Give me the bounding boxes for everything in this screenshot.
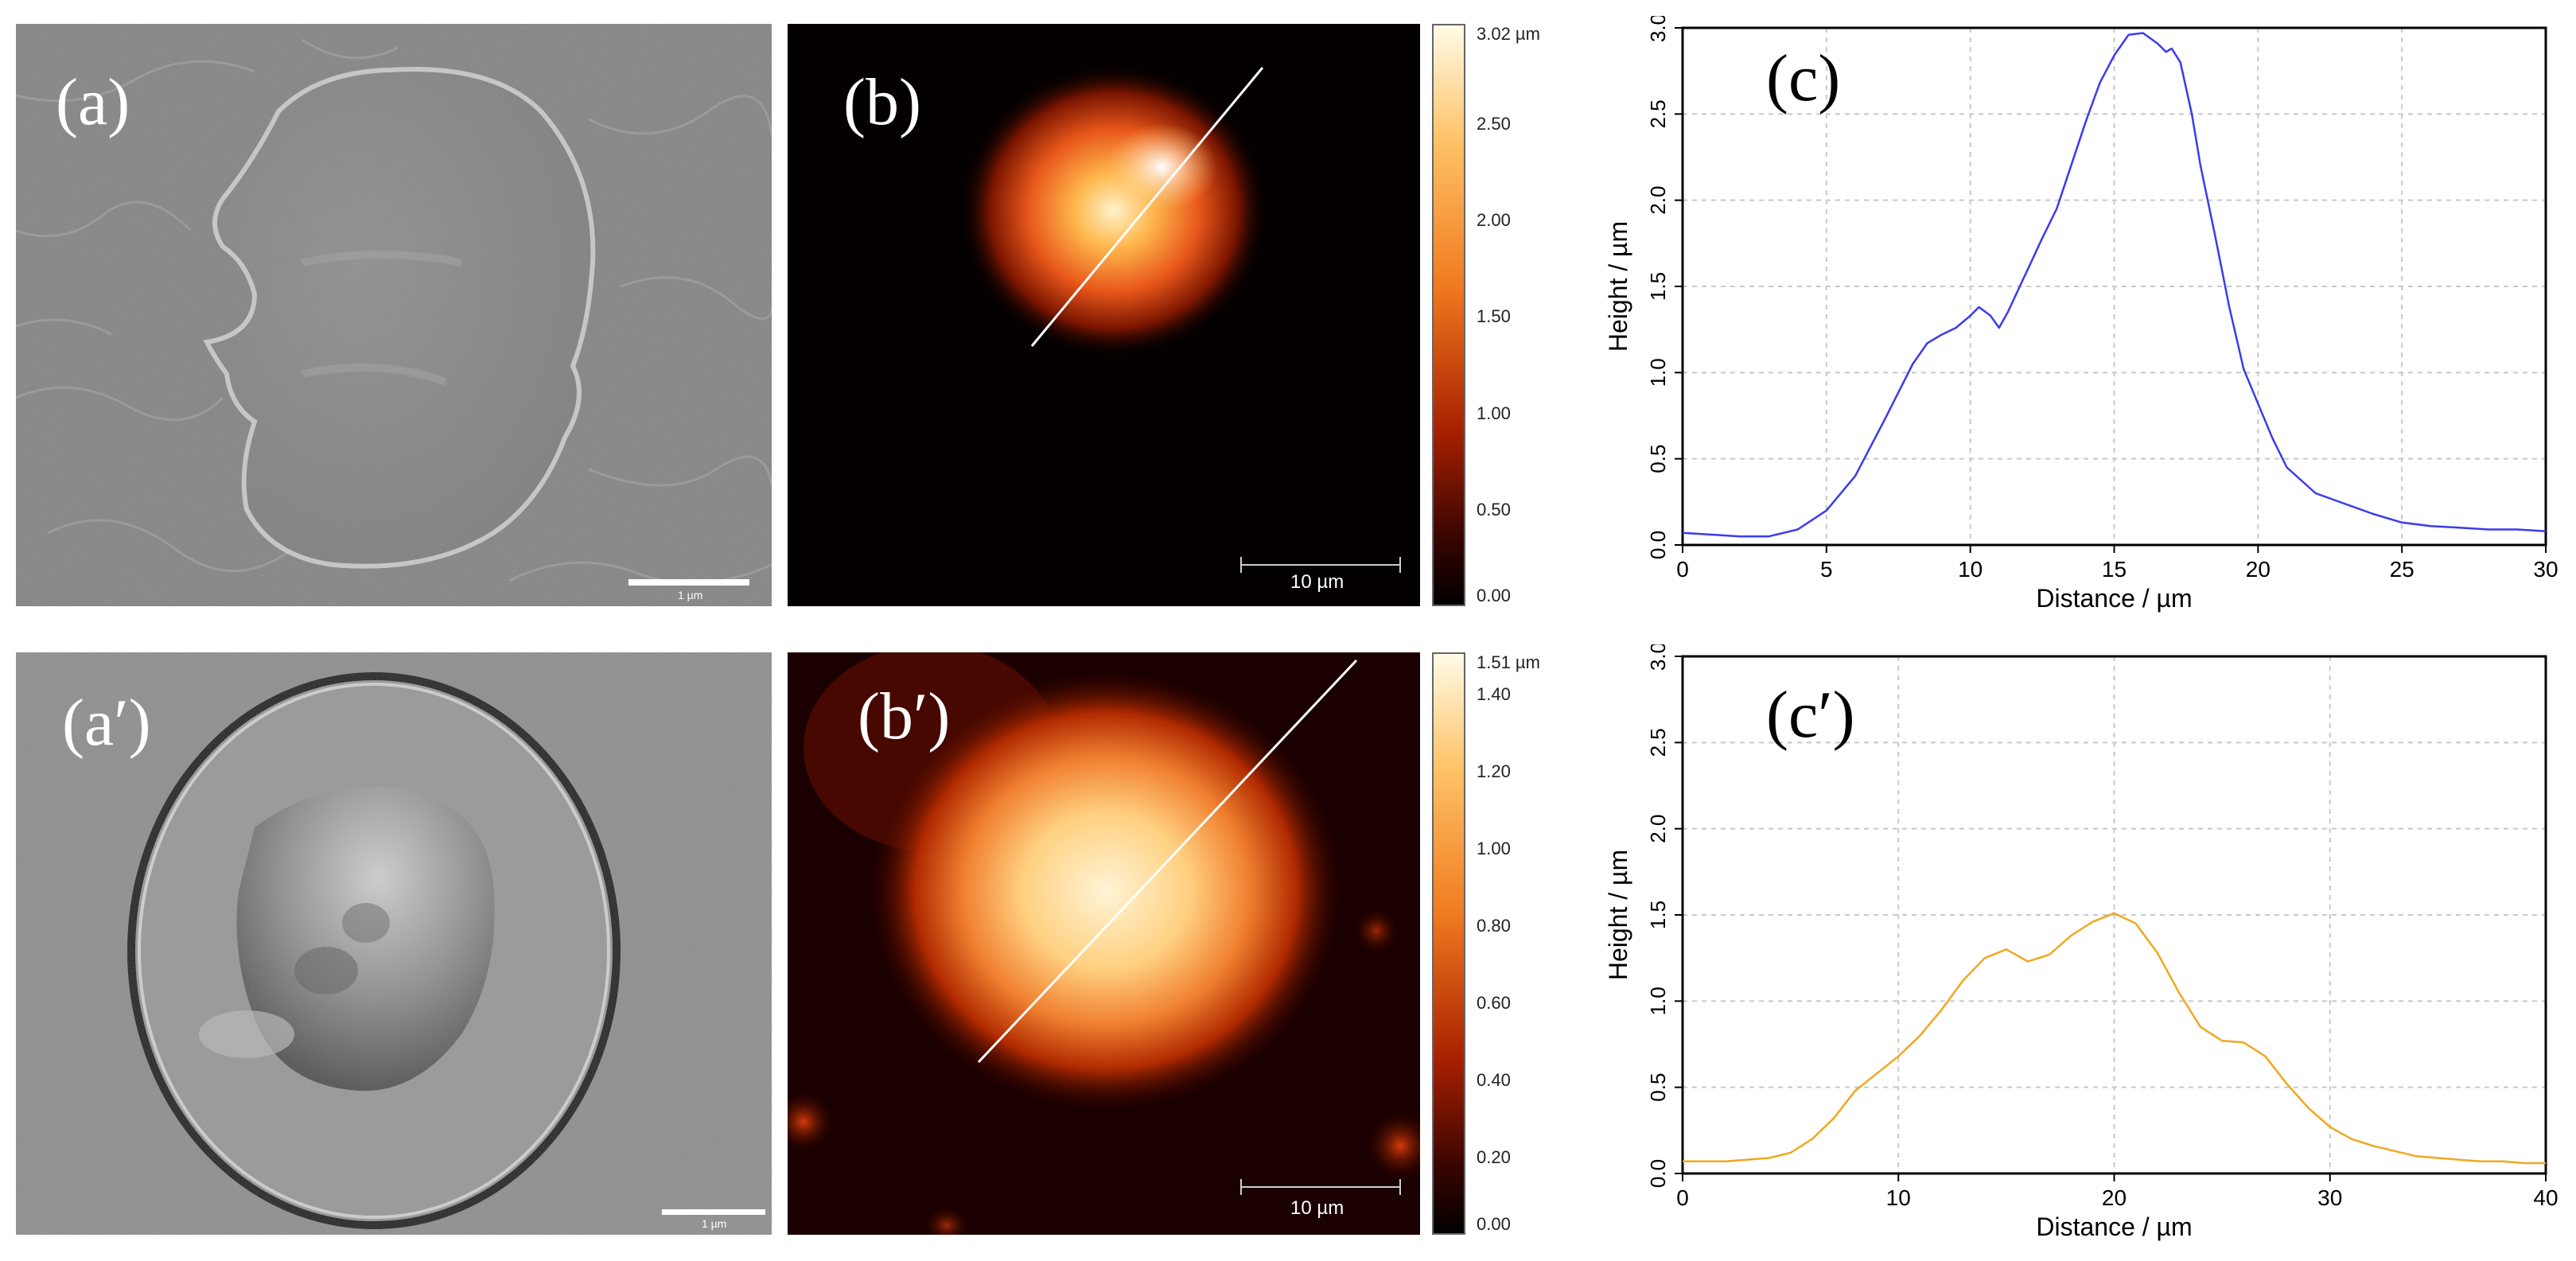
x-tick-label: 30 — [2317, 1185, 2342, 1210]
x-tick-label: 0 — [1676, 557, 1689, 582]
series-line — [1682, 32, 2547, 538]
x-tick-label: 5 — [1820, 557, 1833, 582]
x-tick-label: 10 — [1886, 1185, 1911, 1210]
y-tick-label: 3.0 — [1646, 16, 1670, 42]
colorbar-tick-label: 1.00 — [1477, 839, 1511, 859]
colorbar-tick-label: 0.20 — [1477, 1147, 1511, 1168]
x-tick-label: 20 — [2102, 1185, 2127, 1210]
chart-c: 0 5 10 15 20 25 30 0.0 0.5 1.0 1.5 2.0 2.5 3.0 Distanc… — [1583, 14, 2570, 629]
y-tick-label: 1.5 — [1646, 272, 1670, 301]
colorbar-b: 3.02 µm 2.50 2.00 1.50 1.00 0.50 0.00 — [1432, 24, 1543, 609]
colorbar-tick-label: 0.00 — [1477, 1214, 1511, 1234]
colorbar-tick-label: 0.80 — [1477, 916, 1511, 936]
y-tick-label: 2.0 — [1646, 186, 1670, 215]
colorbar-tick-label: 1.40 — [1477, 684, 1511, 705]
y-tick-label: 2.5 — [1646, 728, 1670, 757]
colorbar-tick-label: 1.00 — [1477, 403, 1511, 423]
series-line — [1683, 912, 2546, 1165]
panel-a-sem-image: 1 µm (a) — [16, 24, 772, 606]
y-tick-label: 0.0 — [1646, 1159, 1670, 1188]
colorbar-tick-label: 0.40 — [1477, 1070, 1511, 1091]
x-tick-label: 20 — [2246, 557, 2271, 582]
y-axis-label: Height / µm — [1604, 850, 1632, 980]
scale-bar-label: 1 µm — [702, 1217, 727, 1230]
y-tick-label: 1.0 — [1646, 358, 1670, 387]
chart-c-prime: 0 10 20 30 40 0.0 0.5 1.0 1.5 2.0 2.5 3.0 Distance /… — [1583, 642, 2570, 1257]
panel-a-prime-sem-image: 1 µm (a′) — [16, 652, 772, 1235]
scale-bar-label: 1 µm — [678, 589, 703, 601]
y-axis-label: Height / µm — [1604, 221, 1632, 352]
x-tick-label: 30 — [2533, 557, 2558, 582]
panel-label: (b) — [843, 65, 921, 139]
panel-label: (c) — [1766, 41, 1841, 115]
y-tick-label: 2.0 — [1646, 815, 1670, 843]
panel-b-afm-image: 10 µm (b) — [788, 24, 1420, 606]
colorbar-tick-label: 1.51 µm — [1477, 652, 1540, 672]
panel-label: (c′) — [1766, 678, 1855, 752]
y-tick-label: 2.5 — [1646, 99, 1670, 128]
y-tick-label: 0.0 — [1646, 531, 1670, 559]
y-tick-label: 0.5 — [1646, 1073, 1670, 1102]
colorbar-b-prime: 1.51 µm 1.40 1.20 1.00 0.80 0.60 0.40 0.20 0.00 — [1432, 652, 1543, 1237]
colorbar-tick-label: 2.00 — [1477, 210, 1511, 231]
x-tick-label: 40 — [2533, 1185, 2558, 1210]
colorbar-tick-label: 0.50 — [1477, 499, 1511, 520]
y-tick-label: 1.0 — [1646, 987, 1670, 1015]
x-tick-label: 15 — [2102, 557, 2127, 582]
colorbar-tick-label: 2.50 — [1477, 114, 1511, 134]
x-tick-label: 10 — [1958, 557, 1983, 582]
y-tick-label: 0.5 — [1646, 445, 1670, 473]
x-tick-label: 25 — [2390, 557, 2415, 582]
y-tick-label: 3.0 — [1646, 644, 1670, 671]
x-tick-label: 0 — [1676, 1185, 1689, 1210]
panel-label: (a′) — [62, 686, 151, 760]
colorbar-tick-label: 0.60 — [1477, 993, 1511, 1014]
y-tick-label: 1.5 — [1646, 901, 1670, 929]
colorbar-tick-label: 0.00 — [1477, 586, 1511, 605]
scale-bar-label: 10 µm — [1290, 1197, 1344, 1219]
x-axis-label: Distance / µm — [2036, 1212, 2192, 1241]
colorbar-tick-label: 1.20 — [1477, 761, 1511, 782]
panel-b-prime-afm-image: 10 µm (b′) — [788, 652, 1420, 1235]
colorbar-tick-label: 1.50 — [1477, 306, 1511, 327]
scale-bar-label: 10 µm — [1290, 571, 1344, 593]
x-axis-label: Distance / µm — [2036, 584, 2192, 613]
panel-label: (a) — [56, 65, 130, 139]
panel-label: (b′) — [858, 679, 951, 753]
colorbar-tick-label: 3.02 µm — [1477, 24, 1540, 44]
